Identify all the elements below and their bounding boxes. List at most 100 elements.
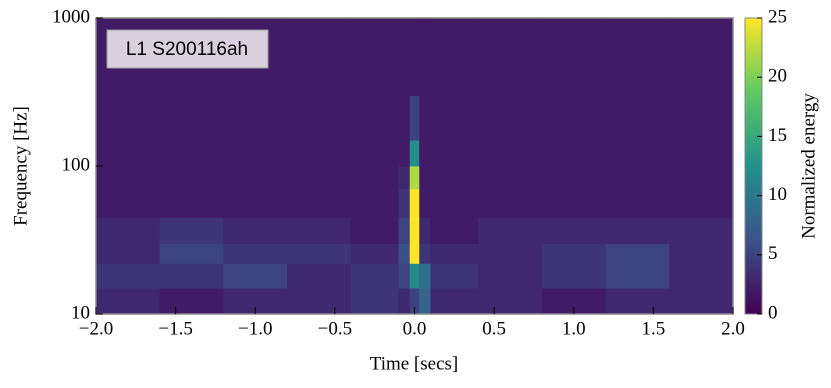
heatmap-cell [409,188,420,218]
heatmap-cell [398,287,411,315]
heatmap-cell [287,263,352,289]
heatmap-cell [605,188,670,218]
x-tick-label: 1.0 [562,318,586,339]
heatmap-cell [350,188,400,218]
heatmap-cell [398,18,411,96]
annotation: L1 S200116ah [126,39,248,60]
heatmap-cell [350,95,400,141]
heatmap-cell [409,243,420,264]
heatmap-cell [478,243,543,264]
heatmap-cell [430,166,479,190]
colorbar-tick-label: 10 [768,184,787,205]
heatmap-cell [419,217,431,244]
heatmap-cell [96,263,161,289]
heatmap-cell [430,139,479,167]
heatmap-cell [605,217,670,244]
heatmap-cell [223,243,288,264]
x-tick-label: 0.0 [403,318,427,339]
heatmap-cell [96,243,161,264]
heatmap-cell [669,263,734,289]
x-tick-label: 0.5 [482,318,506,339]
heatmap-cell [669,217,734,244]
heatmap-cell [541,139,607,167]
heatmap-cell [159,166,224,190]
heatmap-cell [96,188,161,218]
heatmap-cell [223,188,288,218]
annotation-box [106,29,269,69]
heatmap-cell [409,95,420,141]
heatmap-cell [398,95,411,141]
heatmap-cell [350,217,400,244]
heatmap-cell [223,263,288,289]
heatmap-cell [350,287,400,315]
heatmap-cell [398,217,411,244]
heatmap-cell [350,18,400,96]
heatmap-cell [478,166,543,190]
colorbar-label: Normalized energy [798,93,819,239]
heatmap-cell [287,166,352,190]
heatmap-cell [541,18,607,96]
colorbar-tick-label: 20 [768,66,787,87]
heatmap-cell [350,243,400,264]
y-tick-label: 10 [71,302,90,323]
heatmap-cell [409,287,420,315]
heatmap-cell [350,139,400,167]
heatmap-cell [287,188,352,218]
heatmap-cell [419,95,431,141]
heatmap-cell [605,166,670,190]
heatmap-cell [96,95,161,141]
heatmap-cell [541,263,607,289]
heatmap-cell [541,217,607,244]
heatmap-cell [398,263,411,289]
colorbar-tick-label: 5 [768,243,778,264]
y-tick-label: 100 [62,154,91,175]
heatmap-cell [159,287,224,315]
x-axis-label: Time [secs] [370,353,459,374]
x-tick-label: −0.5 [318,318,352,339]
heatmap-cell [96,217,161,244]
heatmap-cell [478,139,543,167]
heatmap-cell [605,139,670,167]
x-tick-label: −1.5 [158,318,192,339]
x-tick-label: 2.0 [721,318,745,339]
heatmap-cell [669,287,734,315]
colorbar-tick-label: 15 [768,125,787,146]
heatmap-cell [478,18,543,96]
heatmap-cell [223,217,288,244]
heatmap-cell [409,18,420,96]
heatmap-cell [409,166,420,190]
heatmap-cell [287,287,352,315]
heatmap-cell [541,188,607,218]
heatmap-cell [669,188,734,218]
heatmap-cell [398,243,411,264]
heatmap-cell [541,95,607,141]
x-tick-label: −2.0 [79,318,113,339]
heatmap-cell [605,263,670,289]
heatmap-cell [605,287,670,315]
x-tick-label: −1.0 [238,318,272,339]
colorbar-tick-label: 0 [768,302,778,323]
heatmap-cell [159,139,224,167]
heatmap-cell [605,18,670,96]
heatmap-cell [96,139,161,167]
heatmap-cell [669,18,734,96]
heatmap-cell [541,243,607,264]
heatmap-cell [430,18,479,96]
heatmap-cell [430,217,479,244]
heatmap-cell [287,95,352,141]
heatmap-cell [430,188,479,218]
heatmap-cell [669,166,734,190]
heatmap-cell [223,166,288,190]
heatmap-cell [419,139,431,167]
heatmap-cell [419,166,431,190]
heatmap-cell [605,243,670,264]
heatmap-cell [478,287,543,315]
heatmap-cell [350,166,400,190]
heatmap-cell [398,166,411,190]
heatmap-cell [96,287,161,315]
heatmap-cell [350,263,400,289]
heatmap-cell [159,188,224,218]
heatmap-cell [398,188,411,218]
heatmap-cell [419,263,431,289]
